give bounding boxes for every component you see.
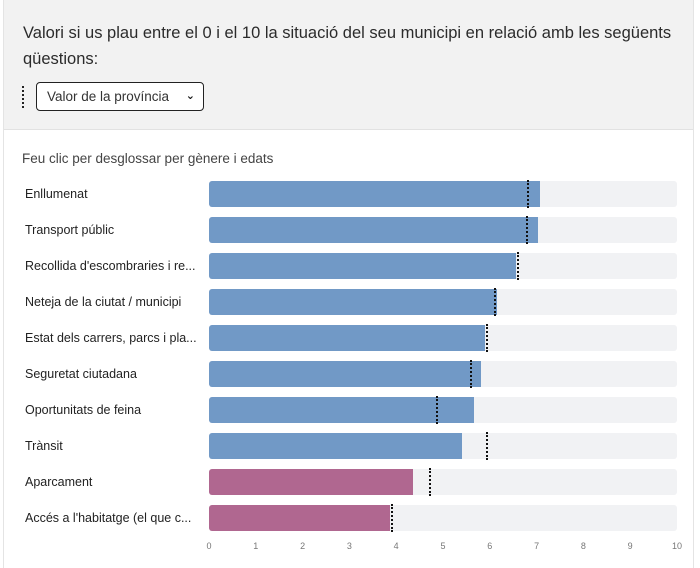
question-text: Valori si us plau entre el 0 i el 10 la … <box>23 24 672 68</box>
x-tick-label: 3 <box>346 541 352 551</box>
bar-track[interactable] <box>209 216 677 244</box>
bar[interactable] <box>209 217 538 243</box>
province-marker <box>516 252 519 280</box>
dotted-line-icon <box>22 86 24 108</box>
bar[interactable] <box>209 469 414 495</box>
category-label: Seguretat ciutadana <box>25 367 137 381</box>
question-header: Valori si us plau entre el 0 i el 10 la … <box>4 0 693 130</box>
x-tick-label: 4 <box>393 541 399 551</box>
category-label: Oportunitats de feina <box>25 403 142 417</box>
bar-track[interactable] <box>209 288 677 316</box>
bar[interactable] <box>209 253 516 279</box>
bar[interactable] <box>209 181 540 207</box>
x-tick-label: 0 <box>206 541 212 551</box>
bar[interactable] <box>209 433 463 459</box>
province-marker <box>493 288 496 316</box>
x-tick-label: 9 <box>627 541 633 551</box>
bar-track[interactable] <box>209 180 677 208</box>
category-label: Trànsit <box>25 439 63 453</box>
chevron-down-icon: ⌄ <box>185 90 195 102</box>
province-marker <box>485 324 488 352</box>
province-marker <box>435 396 438 424</box>
comparison-select-value: Valor de la província <box>47 89 170 104</box>
category-label: Neteja de la ciutat / municipi <box>25 295 182 309</box>
province-marker <box>428 468 431 496</box>
x-tick-label: 5 <box>440 541 446 551</box>
bar[interactable] <box>209 325 486 351</box>
bar[interactable] <box>209 397 474 423</box>
bar-track[interactable] <box>209 396 677 424</box>
bar-track[interactable] <box>209 360 677 388</box>
survey-frame: Valori si us plau entre el 0 i el 10 la … <box>3 0 694 568</box>
breakdown-hint: Feu clic per desglossar per gènere i eda… <box>22 151 274 166</box>
category-label: Estat dels carrers, parcs i pla... <box>25 331 197 345</box>
province-marker <box>485 432 488 460</box>
bar-track[interactable] <box>209 324 677 352</box>
province-marker <box>527 180 530 208</box>
category-label: Accés a l'habitatge (el que c... <box>25 511 192 525</box>
category-label: Enllumenat <box>25 187 88 201</box>
category-label: Aparcament <box>25 475 93 489</box>
bar-track[interactable] <box>209 504 677 532</box>
x-tick-label: 6 <box>487 541 493 551</box>
bar-track[interactable] <box>209 432 677 460</box>
bar-track[interactable] <box>209 252 677 280</box>
bar-track[interactable] <box>209 468 677 496</box>
bar[interactable] <box>209 505 391 531</box>
category-label: Transport públic <box>25 223 115 237</box>
x-tick-label: 8 <box>580 541 586 551</box>
province-marker <box>470 360 473 388</box>
bar[interactable] <box>209 361 481 387</box>
x-tick-label: 10 <box>671 541 683 551</box>
x-tick-label: 1 <box>253 541 259 551</box>
x-tick-label: 7 <box>534 541 540 551</box>
province-marker <box>390 504 393 532</box>
comparison-select[interactable]: Valor de la província ⌄ <box>36 82 204 111</box>
x-tick-label: 2 <box>300 541 306 551</box>
bar[interactable] <box>209 289 497 315</box>
province-marker <box>525 216 528 244</box>
category-label: Recollida d'escombraries i re... <box>25 259 196 273</box>
